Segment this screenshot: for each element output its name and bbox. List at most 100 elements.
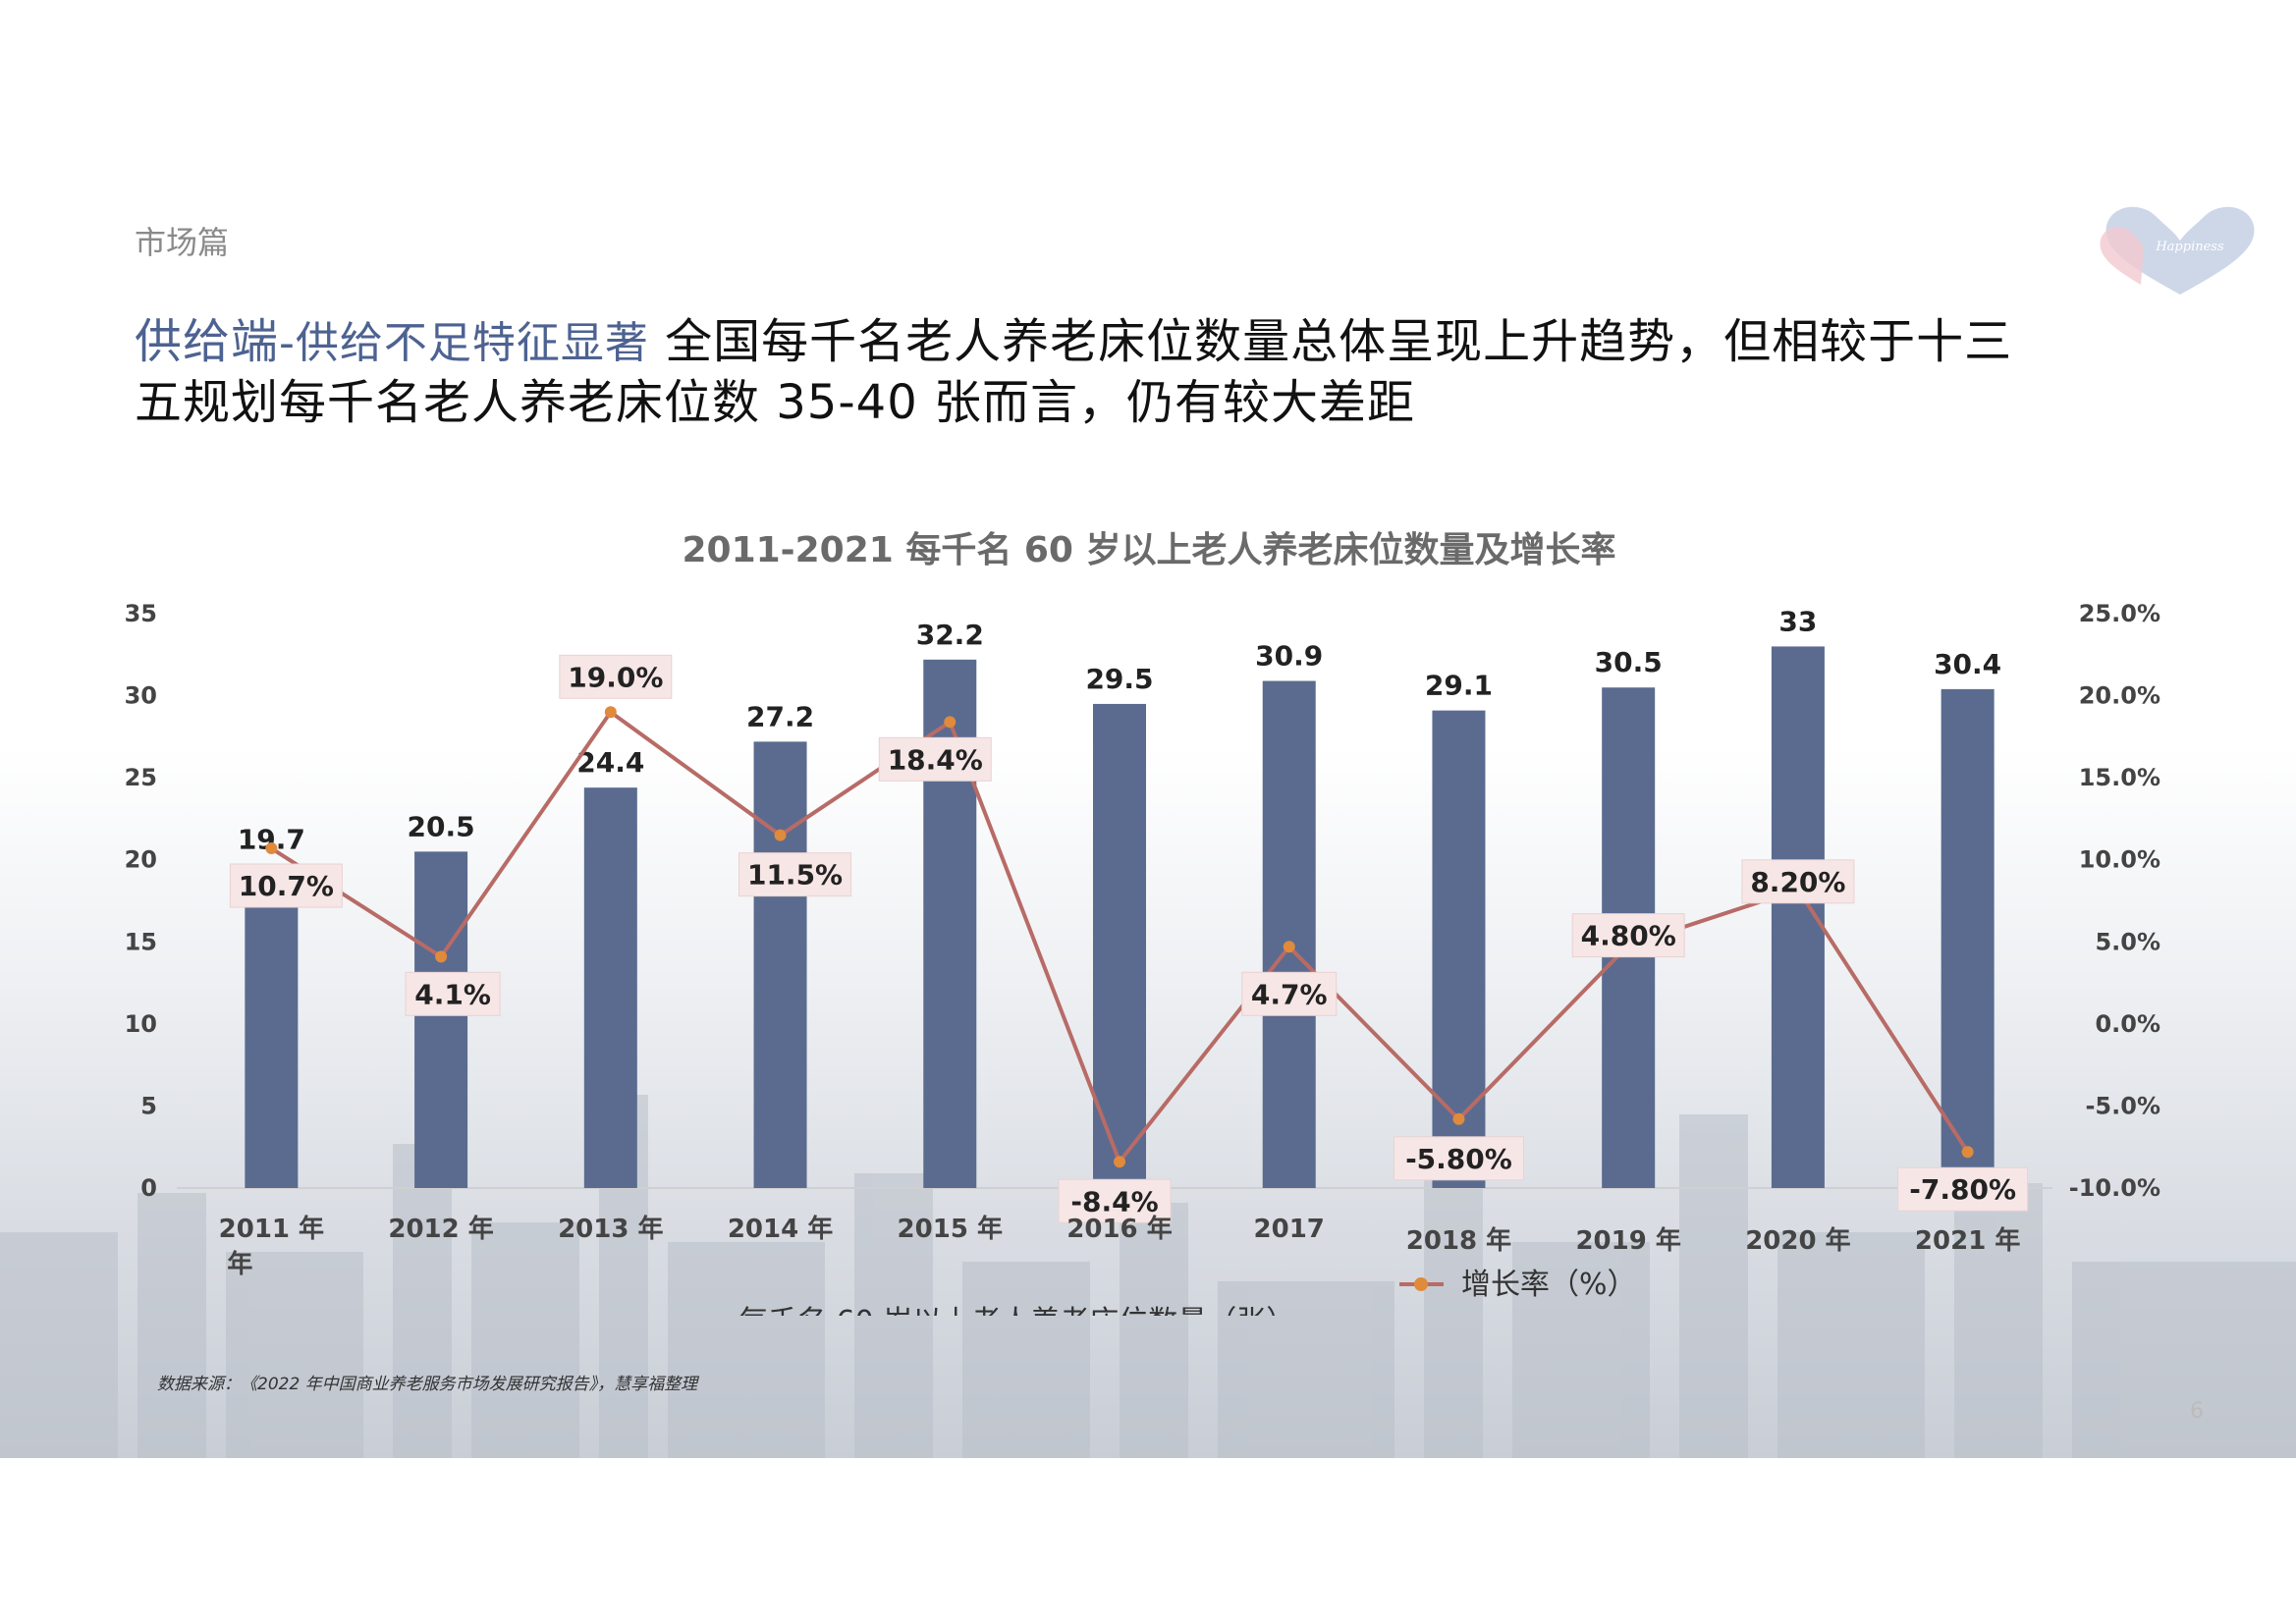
headline-line1: 全国每千名老人养老床位数量总体呈现上升趋势，但相较于十三: [648, 314, 2013, 369]
y-left-tick: 0: [140, 1174, 157, 1202]
bar: [753, 741, 807, 1188]
bar-value-label: 20.5: [408, 810, 475, 842]
legend-bar-label: 每千名 60 岁以上老人养老床位数量（张）: [738, 1305, 1295, 1316]
bar-value-label: 24.4: [576, 746, 644, 779]
headline-line2: 五规划每千名老人养老床位数 35-40 张而言，仍有较大差距: [135, 375, 1415, 430]
growth-point: [944, 716, 957, 729]
x-tick-label: 年: [227, 1249, 252, 1279]
bar-value-label: 30.9: [1255, 640, 1323, 673]
growth-point: [604, 706, 617, 719]
growth-label-box: [1897, 1166, 2029, 1212]
x-axis-labels: 2011 年年 2012 年 2013 年 2014 年 2015 年 2016 年 201…: [219, 1214, 2021, 1279]
bar: [1262, 680, 1316, 1188]
growth-label-box: [1241, 971, 1338, 1016]
chart-title: 2011-2021 每千名 60 岁以上老人养老床位数量及增长率: [682, 529, 1615, 570]
growth-label: 19.0%: [568, 661, 663, 693]
growth-label: 11.5%: [747, 859, 843, 892]
y-right-tick: 10.0%: [2079, 846, 2160, 874]
line-series: 10.7% 4.1% 19.0% 11.5% 18.4% -8.4% 4.7% -5.80% 4…: [229, 654, 2029, 1223]
growth-point: [1114, 1156, 1125, 1168]
slide: 市场篇 供给端-供给不足特征显著 全国每千名老人养老床位数量总体呈现上升趋势，但…: [0, 0, 2296, 1458]
growth-label: 4.7%: [1251, 978, 1328, 1010]
bar-value-label: 32.2: [916, 619, 984, 651]
y-right-tick: 15.0%: [2079, 764, 2160, 791]
legend-line-label: 增长率（%）: [1461, 1268, 1637, 1302]
x-tick-label: 2013 年: [558, 1214, 663, 1244]
growth-label-box: [738, 852, 852, 897]
heart-logo-icon: Happiness: [2100, 206, 2255, 295]
y-right-tick: 20.0%: [2079, 682, 2160, 710]
x-tick-label: 2015 年: [898, 1214, 1003, 1244]
bar-value-label: 30.4: [1934, 648, 2001, 680]
growth-label-box: [405, 971, 501, 1016]
growth-point: [435, 950, 448, 963]
bar: [583, 787, 637, 1188]
page-headline: 供给端-供给不足特征显著 全国每千名老人养老床位数量总体呈现上升趋势，但相较于十…: [135, 312, 2099, 432]
bar: [1093, 703, 1146, 1188]
x-tick-label: 2011 年: [219, 1214, 324, 1244]
city-background: [0, 1095, 2296, 1458]
y-left-tick: 30: [125, 682, 157, 710]
growth-point: [1283, 941, 1295, 953]
chart: 2011-2021 每千名 60 岁以上老人养老床位数量及增长率 0 5 10 15 2…: [125, 529, 2160, 1316]
growth-label-box: [559, 654, 673, 699]
x-tick-label: 2019 年: [1575, 1225, 1680, 1256]
growth-label: -8.4%: [1070, 1185, 1158, 1217]
growth-label-box: [878, 736, 992, 782]
page-number: 6: [2190, 1399, 2204, 1424]
y-left-tick: 5: [140, 1092, 157, 1119]
growth-label: 4.80%: [1581, 920, 1676, 952]
logo-text: Happiness: [2155, 240, 2224, 254]
x-tick-label: 2014 年: [728, 1214, 833, 1244]
growth-label-box: [1393, 1136, 1524, 1181]
growth-label: 18.4%: [888, 743, 983, 776]
bar: [1432, 710, 1486, 1188]
x-tick-label: 2021 年: [1915, 1225, 2020, 1256]
growth-label-box: [1058, 1178, 1172, 1223]
y-right-tick: 5.0%: [2095, 928, 2160, 955]
growth-label: 10.7%: [239, 870, 334, 902]
y-axis-right: -10.0% -5.0% 0.0% 5.0% 10.0% 15.0% 20.0% 25.0%: [2069, 600, 2160, 1202]
y-left-tick: 15: [125, 928, 157, 955]
y-left-tick: 20: [125, 846, 157, 874]
growth-point: [1961, 1146, 1974, 1159]
y-right-tick: -10.0%: [2069, 1174, 2160, 1202]
y-right-tick: 25.0%: [2079, 600, 2160, 627]
x-tick-label: 2020 年: [1745, 1225, 1850, 1256]
y-right-tick: -5.0%: [2085, 1092, 2160, 1119]
x-tick-label: 2018 年: [1406, 1225, 1511, 1256]
bar: [245, 864, 299, 1188]
x-tick-label: 2016 年: [1066, 1214, 1172, 1244]
growth-label-box: [1741, 859, 1855, 904]
bar-value-label: 29.1: [1425, 670, 1493, 702]
growth-label: 8.20%: [1750, 866, 1845, 898]
growth-label: 4.1%: [414, 978, 491, 1010]
growth-label: -5.80%: [1405, 1143, 1512, 1175]
section-label: 市场篇: [135, 224, 230, 261]
legend: 增长率（%） 每千名 60 岁以上老人养老床位数量（张）: [738, 1268, 1637, 1316]
growth-label-box: [229, 863, 343, 908]
data-source: 数据来源：《2022 年中国商业养老服务市场发展研究报告》，慧享福整理: [157, 1375, 698, 1394]
y-left-tick: 35: [125, 600, 157, 627]
x-tick-label: 2017: [1254, 1215, 1325, 1244]
legend-line-marker: [1414, 1277, 1428, 1291]
bar-series: [245, 646, 1995, 1188]
y-right-tick: 0.0%: [2095, 1010, 2160, 1038]
y-left-tick: 25: [125, 764, 157, 791]
bar-value-label: 33: [1778, 605, 1817, 637]
headline-sub: -供给不足特征显著: [279, 318, 649, 368]
bar: [414, 851, 468, 1188]
growth-point: [1452, 1112, 1465, 1125]
growth-point: [774, 829, 787, 841]
bar-value-label: 27.2: [746, 700, 814, 732]
bar: [1941, 688, 1995, 1188]
growth-point: [265, 842, 278, 855]
bar-value-label: 30.5: [1595, 646, 1663, 678]
growth-label-box: [1571, 913, 1685, 958]
growth-label: -7.80%: [1909, 1173, 2016, 1206]
headline-accent: 供给端: [135, 314, 280, 369]
bar-labels: 19.7 20.524.427.232.229.530.929.130.53330…: [238, 605, 2001, 855]
y-left-tick: 10: [125, 1010, 157, 1038]
x-tick-label: 2012 年: [388, 1214, 493, 1244]
bar-value-label: 29.5: [1085, 663, 1153, 695]
